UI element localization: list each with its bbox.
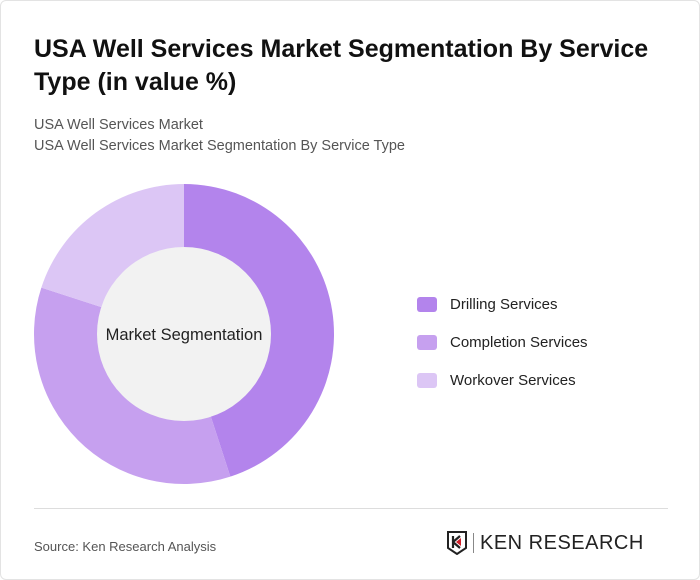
chart-subtitle: USA Well Services Market: [34, 117, 203, 133]
legend-item: Completion Services: [417, 323, 588, 361]
divider: [34, 508, 668, 509]
center-label: Market Segmentation: [106, 326, 263, 344]
chart-subtitle-2: USA Well Services Market Segmentation By…: [34, 138, 405, 154]
legend-item: Workover Services: [417, 361, 588, 399]
legend-label: Workover Services: [450, 371, 576, 389]
legend: Drilling Services Completion Services Wo…: [417, 285, 588, 399]
chart-title: USA Well Services Market Segmentation By…: [34, 35, 649, 96]
legend-swatch: [417, 334, 437, 350]
logo-shield-icon: [447, 531, 467, 555]
logo-text: KEN RESEARCH: [473, 533, 644, 553]
source-text: Source: Ken Research Analysis: [34, 539, 217, 554]
legend-item: Drilling Services: [417, 285, 588, 323]
legend-label: Completion Services: [450, 333, 588, 351]
legend-label: Drilling Services: [450, 295, 558, 313]
legend-swatch: [417, 372, 437, 388]
ken-research-logo: KEN RESEARCH: [447, 531, 644, 555]
legend-swatch: [417, 296, 437, 312]
donut-chart: Market Segmentation: [33, 184, 335, 485]
donut-hole: [97, 247, 271, 421]
